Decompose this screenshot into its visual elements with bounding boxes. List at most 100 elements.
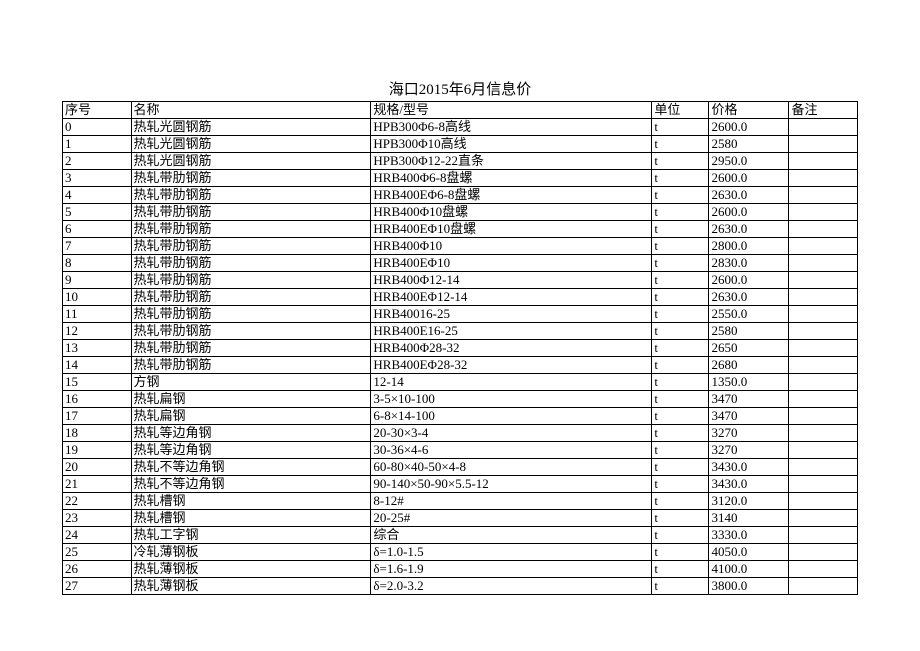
table-cell: 热轧带肋钢筋 bbox=[131, 357, 371, 374]
table-cell: t bbox=[652, 578, 709, 595]
table-cell bbox=[789, 459, 858, 476]
table-cell: 热轧带肋钢筋 bbox=[131, 255, 371, 272]
table-cell: t bbox=[652, 153, 709, 170]
table-cell: t bbox=[652, 238, 709, 255]
table-cell: t bbox=[652, 255, 709, 272]
table-cell: 0 bbox=[63, 119, 132, 136]
table-body: 0热轧光圆钢筋HPB300Φ6-8高线t2600.01热轧光圆钢筋HPB300Φ… bbox=[63, 119, 858, 595]
table-cell: 热轧带肋钢筋 bbox=[131, 323, 371, 340]
table-cell bbox=[789, 272, 858, 289]
table-cell: δ=1.0-1.5 bbox=[371, 544, 652, 561]
table-cell: t bbox=[652, 561, 709, 578]
table-row: 20热轧不等边角钢60-80×40-50×4-8t3430.0 bbox=[63, 459, 858, 476]
table-cell: 3 bbox=[63, 170, 132, 187]
table-cell: 热轧带肋钢筋 bbox=[131, 187, 371, 204]
table-cell: t bbox=[652, 289, 709, 306]
table-container: 序号 名称 规格/型号 单位 价格 备注 0热轧光圆钢筋HPB300Φ6-8高线… bbox=[0, 101, 920, 595]
table-cell: HRB400EΦ10盘螺 bbox=[371, 221, 652, 238]
table-cell bbox=[789, 119, 858, 136]
table-cell: 3-5×10-100 bbox=[371, 391, 652, 408]
table-cell bbox=[789, 357, 858, 374]
table-cell: HRB400Φ10盘螺 bbox=[371, 204, 652, 221]
table-cell: t bbox=[652, 221, 709, 238]
table-cell bbox=[789, 204, 858, 221]
table-cell bbox=[789, 374, 858, 391]
table-cell: 热轧带肋钢筋 bbox=[131, 289, 371, 306]
table-cell: 3330.0 bbox=[709, 527, 789, 544]
table-cell: 2630.0 bbox=[709, 289, 789, 306]
table-cell bbox=[789, 136, 858, 153]
table-cell: 13 bbox=[63, 340, 132, 357]
table-cell: 15 bbox=[63, 374, 132, 391]
table-cell: 热轧带肋钢筋 bbox=[131, 340, 371, 357]
table-cell bbox=[789, 238, 858, 255]
table-cell: 24 bbox=[63, 527, 132, 544]
table-cell: 热轧工字钢 bbox=[131, 527, 371, 544]
table-cell: HRB400E16-25 bbox=[371, 323, 652, 340]
table-cell: 方钢 bbox=[131, 374, 371, 391]
table-cell: 2800.0 bbox=[709, 238, 789, 255]
table-row: 15方钢12-14t1350.0 bbox=[63, 374, 858, 391]
table-cell: t bbox=[652, 459, 709, 476]
table-cell: 热轧薄钢板 bbox=[131, 561, 371, 578]
table-cell: 17 bbox=[63, 408, 132, 425]
table-cell: t bbox=[652, 323, 709, 340]
table-cell: 2580 bbox=[709, 323, 789, 340]
table-row: 16热轧扁钢3-5×10-100t3470 bbox=[63, 391, 858, 408]
table-cell bbox=[789, 340, 858, 357]
col-unit: 单位 bbox=[652, 102, 709, 119]
table-cell: 20-30×3-4 bbox=[371, 425, 652, 442]
col-note: 备注 bbox=[789, 102, 858, 119]
table-cell bbox=[789, 289, 858, 306]
table-cell: 3800.0 bbox=[709, 578, 789, 595]
table-row: 23热轧槽钢20-25#t3140 bbox=[63, 510, 858, 527]
table-cell: 90-140×50-90×5.5-12 bbox=[371, 476, 652, 493]
table-cell bbox=[789, 306, 858, 323]
table-cell: 3430.0 bbox=[709, 476, 789, 493]
table-cell: t bbox=[652, 357, 709, 374]
table-cell: 30-36×4-6 bbox=[371, 442, 652, 459]
table-cell: 热轧带肋钢筋 bbox=[131, 204, 371, 221]
table-cell: t bbox=[652, 510, 709, 527]
table-cell: 60-80×40-50×4-8 bbox=[371, 459, 652, 476]
table-cell: 冷轧薄钢板 bbox=[131, 544, 371, 561]
table-cell: 12-14 bbox=[371, 374, 652, 391]
table-row: 3热轧带肋钢筋HRB400Φ6-8盘螺t2600.0 bbox=[63, 170, 858, 187]
table-cell: 3270 bbox=[709, 425, 789, 442]
table-cell: t bbox=[652, 408, 709, 425]
table-cell: 18 bbox=[63, 425, 132, 442]
table-cell: 热轧扁钢 bbox=[131, 391, 371, 408]
table-cell: t bbox=[652, 136, 709, 153]
table-cell: 热轧不等边角钢 bbox=[131, 476, 371, 493]
table-cell: t bbox=[652, 187, 709, 204]
table-cell: 2550.0 bbox=[709, 306, 789, 323]
table-cell: 3470 bbox=[709, 408, 789, 425]
table-row: 18热轧等边角钢20-30×3-4t3270 bbox=[63, 425, 858, 442]
page-title: 海口2015年6月信息价 bbox=[0, 0, 920, 101]
table-cell: t bbox=[652, 340, 709, 357]
price-table: 序号 名称 规格/型号 单位 价格 备注 0热轧光圆钢筋HPB300Φ6-8高线… bbox=[62, 101, 858, 595]
table-cell: HPB300Φ10高线 bbox=[371, 136, 652, 153]
table-cell bbox=[789, 323, 858, 340]
table-cell: t bbox=[652, 119, 709, 136]
table-cell: 2600.0 bbox=[709, 170, 789, 187]
table-cell: 25 bbox=[63, 544, 132, 561]
table-row: 27热轧薄钢板δ=2.0-3.2t3800.0 bbox=[63, 578, 858, 595]
col-spec: 规格/型号 bbox=[371, 102, 652, 119]
table-cell: t bbox=[652, 527, 709, 544]
table-row: 25冷轧薄钢板δ=1.0-1.5t4050.0 bbox=[63, 544, 858, 561]
table-cell bbox=[789, 493, 858, 510]
table-cell: 6-8×14-100 bbox=[371, 408, 652, 425]
table-cell: t bbox=[652, 425, 709, 442]
table-cell: 2580 bbox=[709, 136, 789, 153]
table-cell: 热轧带肋钢筋 bbox=[131, 238, 371, 255]
table-cell: 2950.0 bbox=[709, 153, 789, 170]
table-cell: 5 bbox=[63, 204, 132, 221]
table-cell: t bbox=[652, 442, 709, 459]
table-cell: 综合 bbox=[371, 527, 652, 544]
table-cell: 6 bbox=[63, 221, 132, 238]
table-cell: 3270 bbox=[709, 442, 789, 459]
table-cell: t bbox=[652, 204, 709, 221]
table-cell: t bbox=[652, 374, 709, 391]
table-cell: HPB300Φ6-8高线 bbox=[371, 119, 652, 136]
